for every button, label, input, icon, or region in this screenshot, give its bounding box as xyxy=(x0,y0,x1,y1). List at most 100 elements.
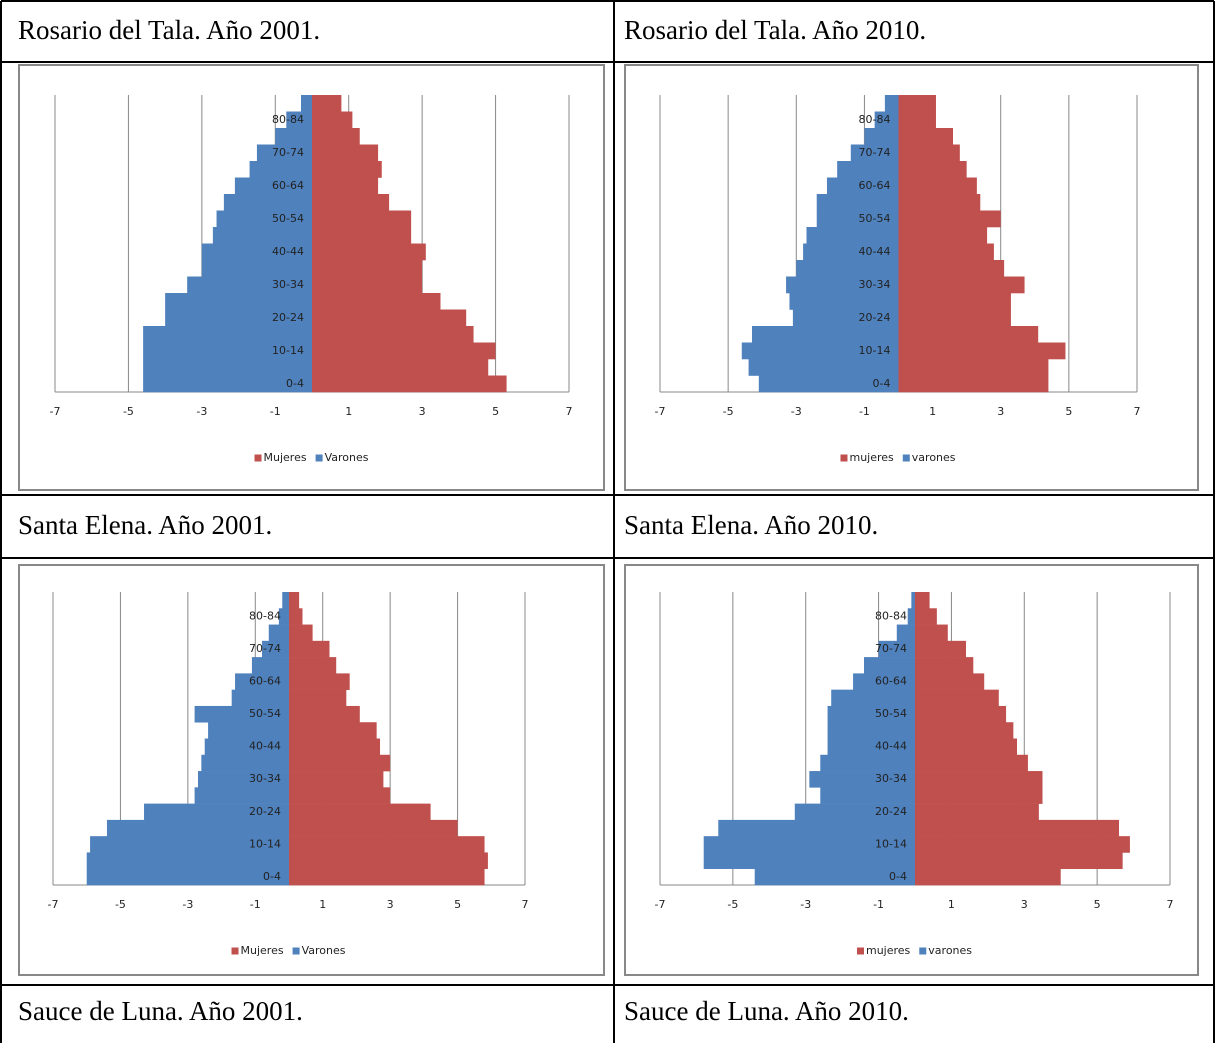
bar xyxy=(796,260,899,277)
y-tick-label: 10-14 xyxy=(859,344,891,357)
y-tick-label: 20-24 xyxy=(249,805,281,818)
bar xyxy=(312,243,426,261)
bar xyxy=(898,194,981,211)
bar xyxy=(216,210,312,228)
x-tick-label: -5 xyxy=(723,405,734,418)
y-tick-label: 20-24 xyxy=(875,805,907,818)
bar xyxy=(898,293,1011,310)
chart: -7 -5 -3 -1 1 3 5 7 0-4 10-14 20-24 30-34 40-44 50-54… xyxy=(624,564,1199,976)
bar xyxy=(896,624,915,642)
bar xyxy=(262,640,289,658)
bar xyxy=(806,227,899,244)
bar xyxy=(143,375,312,393)
bar xyxy=(251,657,289,674)
bar xyxy=(898,326,1039,343)
x-tick-label: -3 xyxy=(182,898,193,911)
bar xyxy=(826,177,899,195)
bar xyxy=(143,326,312,343)
y-tick-label: 50-54 xyxy=(272,212,304,225)
bar xyxy=(231,689,289,707)
bar xyxy=(718,819,915,837)
bar xyxy=(915,673,985,690)
x-tick-label: -7 xyxy=(50,405,61,418)
bar xyxy=(898,177,977,195)
bar xyxy=(289,738,381,756)
bar xyxy=(289,868,485,886)
bar xyxy=(278,608,289,625)
bar xyxy=(878,640,915,658)
bar xyxy=(850,144,899,162)
y-tick-label: 20-24 xyxy=(859,311,891,324)
bar xyxy=(312,210,412,228)
x-tick-label: 7 xyxy=(1134,405,1141,418)
bar xyxy=(786,276,899,294)
y-tick-label: 0-4 xyxy=(873,377,891,390)
x-tick-label: 1 xyxy=(929,405,936,418)
bar xyxy=(312,95,342,112)
y-tick-label: 60-64 xyxy=(875,675,907,688)
bar xyxy=(911,592,915,609)
x-tick-label: 3 xyxy=(419,405,426,418)
y-tick-label: 60-64 xyxy=(249,675,281,688)
bar xyxy=(312,276,423,294)
bar xyxy=(165,293,312,310)
bar xyxy=(86,868,289,886)
y-tick-label: 40-44 xyxy=(859,245,891,258)
y-tick-label: 70-74 xyxy=(875,642,907,655)
bar xyxy=(853,673,915,690)
x-tick-label: -3 xyxy=(791,405,802,418)
bar xyxy=(816,210,899,228)
legend-swatch xyxy=(315,454,323,462)
x-tick-label: -5 xyxy=(115,898,126,911)
y-tick-label: 0-4 xyxy=(286,377,304,390)
bar xyxy=(312,144,379,162)
bar xyxy=(915,689,999,707)
bar xyxy=(831,689,915,707)
bar xyxy=(212,227,312,244)
bar xyxy=(827,738,915,756)
x-tick-label: 3 xyxy=(387,898,394,911)
y-tick-label: 70-74 xyxy=(249,642,281,655)
bar xyxy=(312,128,360,145)
bar xyxy=(312,326,474,343)
x-tick-label: 7 xyxy=(1167,898,1174,911)
bar xyxy=(201,754,289,772)
bar xyxy=(289,754,391,772)
bar xyxy=(827,705,915,723)
bar xyxy=(194,705,289,723)
y-tick-label: 20-24 xyxy=(272,311,304,324)
x-tick-label: -1 xyxy=(270,405,281,418)
x-tick-label: 3 xyxy=(1021,898,1028,911)
y-tick-label: 30-34 xyxy=(875,772,907,785)
bar xyxy=(915,852,1123,870)
legend-label: Mujeres xyxy=(241,944,284,957)
bar xyxy=(915,868,1061,886)
bar xyxy=(312,111,353,129)
bar xyxy=(201,260,312,277)
bar xyxy=(915,738,1017,756)
bar xyxy=(748,359,899,376)
bar xyxy=(286,111,312,129)
bar xyxy=(915,819,1119,837)
x-tick-label: 7 xyxy=(566,405,573,418)
bar xyxy=(312,177,379,195)
bar xyxy=(289,771,384,788)
y-tick-label: 80-84 xyxy=(272,113,304,126)
x-tick-label: -1 xyxy=(873,898,884,911)
y-tick-label: 30-34 xyxy=(249,772,281,785)
bar xyxy=(898,276,1025,294)
x-tick-label: -5 xyxy=(727,898,738,911)
bar xyxy=(312,309,467,327)
bar xyxy=(898,243,994,261)
bar xyxy=(106,819,289,837)
bar xyxy=(312,161,382,178)
legend-label: varones xyxy=(928,944,972,957)
bar xyxy=(194,787,289,804)
bar xyxy=(758,375,899,393)
bar xyxy=(208,722,289,739)
bar xyxy=(90,836,289,853)
legend-swatch xyxy=(919,947,927,955)
x-tick-label: 7 xyxy=(522,898,529,911)
x-tick-label: -7 xyxy=(655,405,666,418)
